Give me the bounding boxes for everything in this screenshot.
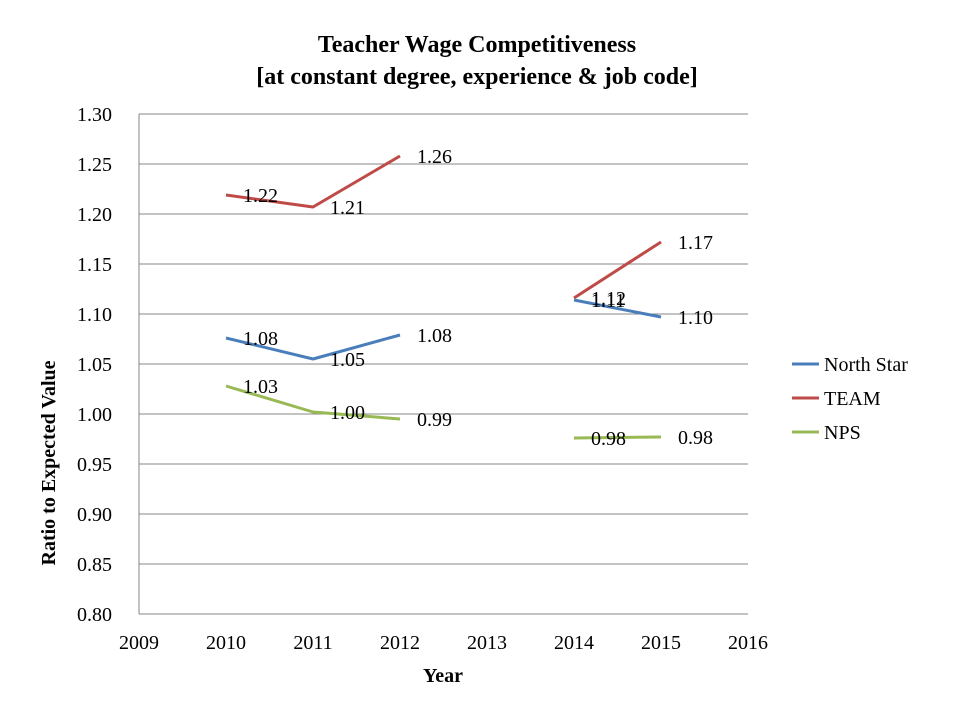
y-tick-label: 0.80 — [77, 604, 112, 626]
series-line-nps — [573, 435, 662, 440]
data-label-north-star: 1.08 — [243, 328, 278, 350]
data-label-team: 1.22 — [243, 185, 278, 207]
series-line-north-star — [225, 333, 401, 361]
series-line-north-star — [573, 298, 662, 319]
data-label-north-star: 1.10 — [678, 307, 713, 329]
data-label-nps: 1.03 — [243, 376, 278, 398]
series-line-nps — [225, 384, 401, 421]
y-tick-label: 1.30 — [77, 104, 112, 126]
x-tick-label: 2016 — [728, 632, 768, 654]
x-tick-label: 2010 — [206, 632, 246, 654]
data-label-team: 1.21 — [330, 197, 365, 219]
y-tick-label: 0.95 — [77, 454, 112, 476]
gridlines — [139, 113, 748, 565]
x-tick-label: 2009 — [119, 632, 159, 654]
y-tick-label: 1.20 — [77, 204, 112, 226]
y-tick-label: 1.00 — [77, 404, 112, 426]
y-tick-label: 0.85 — [77, 554, 112, 576]
legend-label-nps: NPS — [824, 422, 861, 444]
x-tick-label: 2012 — [380, 632, 420, 654]
data-label-nps: 0.99 — [417, 409, 452, 431]
x-tick-label: 2015 — [641, 632, 681, 654]
data-label-nps: 0.98 — [678, 427, 713, 449]
data-label-north-star: 1.08 — [417, 325, 452, 347]
x-tick-label: 2013 — [467, 632, 507, 654]
series-line-team — [573, 240, 662, 300]
y-tick-label: 1.05 — [77, 354, 112, 376]
data-label-north-star: 1.05 — [330, 349, 365, 371]
y-tick-label: 1.25 — [77, 154, 112, 176]
chart-title: Teacher Wage Competitiveness — [318, 32, 636, 58]
y-tick-label: 1.10 — [77, 304, 112, 326]
tick-labels: 1.30 1.25 1.20 1.15 1.10 1.05 1.00 0.95 0.90 0.85… — [77, 104, 768, 654]
series-lines — [225, 154, 662, 440]
axes — [138, 114, 748, 615]
x-tick-label: 2011 — [293, 632, 332, 654]
legend-label-team: TEAM — [824, 388, 881, 410]
chart-subtitle: [at constant degree, experience & job co… — [256, 64, 697, 90]
x-axis-title: Year — [423, 665, 463, 687]
x-tick-label: 2014 — [554, 632, 594, 654]
data-label-north-star: 1.11 — [591, 290, 625, 312]
series-line-team — [225, 154, 401, 209]
y-tick-label: 0.90 — [77, 504, 112, 526]
data-labels: 1.08 1.05 1.08 1.11 1.10 1.22 1.21 1.26 1.12 1.17… — [243, 146, 713, 450]
data-label-nps: 0.98 — [591, 428, 626, 450]
data-label-nps: 1.00 — [330, 402, 365, 424]
y-tick-label: 1.15 — [77, 254, 112, 276]
legend: North Star TEAM NPS — [792, 354, 908, 444]
data-label-team: 1.26 — [417, 146, 452, 168]
data-label-team: 1.12 — [591, 288, 626, 310]
y-axis-title: Ratio to Expected Value — [38, 360, 60, 565]
legend-label-north-star: North Star — [824, 354, 908, 376]
data-label-team: 1.17 — [678, 232, 713, 254]
